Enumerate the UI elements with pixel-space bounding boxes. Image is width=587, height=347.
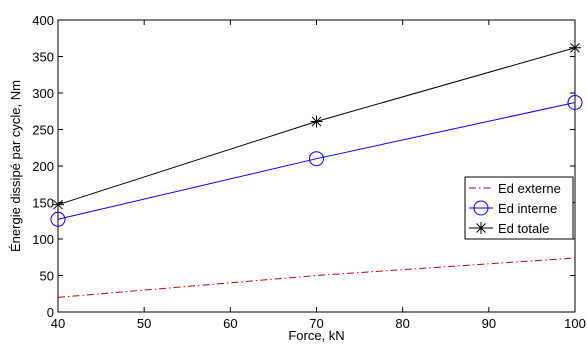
x-axis-label: Force, kN (288, 328, 344, 343)
legend-label-0: Ed externe (498, 181, 561, 196)
x-tick-label: 60 (223, 316, 237, 331)
axis-ticks (57, 19, 576, 313)
legend: Ed externe Ed interne Ed totale (464, 176, 574, 240)
legend-box (464, 176, 574, 240)
series-point-1-0 (50, 211, 66, 227)
series-point-2-2 (569, 41, 581, 54)
y-tick-label: 350 (32, 50, 54, 65)
y-tick-label: 200 (32, 159, 54, 174)
y-tick-label: 0 (47, 305, 54, 320)
y-tick-label: 300 (32, 86, 54, 101)
legend-marker-2 (475, 222, 487, 234)
series-point-2-0 (52, 198, 64, 211)
series-point-1-1 (309, 151, 324, 167)
legend-label-1: Ed interne (498, 201, 557, 216)
x-tick-label: 70 (309, 316, 323, 331)
x-tick-label: 50 (137, 316, 151, 331)
tick-labels: 40 50 60 70 80 90 100 0 50 100 150 200 250 300 350 400 (32, 13, 586, 331)
y-tick-label: 100 (32, 232, 54, 247)
y-tick-label: 250 (32, 123, 54, 138)
series-point-2-1 (310, 115, 323, 128)
x-tick-label: 100 (564, 316, 586, 331)
y-tick-label: 400 (32, 13, 54, 28)
series-markers (50, 41, 583, 227)
series-line-1 (57, 102, 576, 220)
y-tick-label: 150 (32, 196, 54, 211)
legend-marker-1 (473, 200, 489, 216)
series-point-1-2 (567, 94, 583, 110)
y-tick-label: 50 (40, 269, 54, 284)
x-tick-label: 80 (395, 316, 409, 331)
x-tick-label: 40 (51, 316, 65, 331)
y-axis-label: Énergie dissipé par cycle, Nm (8, 80, 23, 252)
legend-label-2: Ed totale (498, 221, 549, 236)
x-tick-label: 90 (482, 316, 496, 331)
